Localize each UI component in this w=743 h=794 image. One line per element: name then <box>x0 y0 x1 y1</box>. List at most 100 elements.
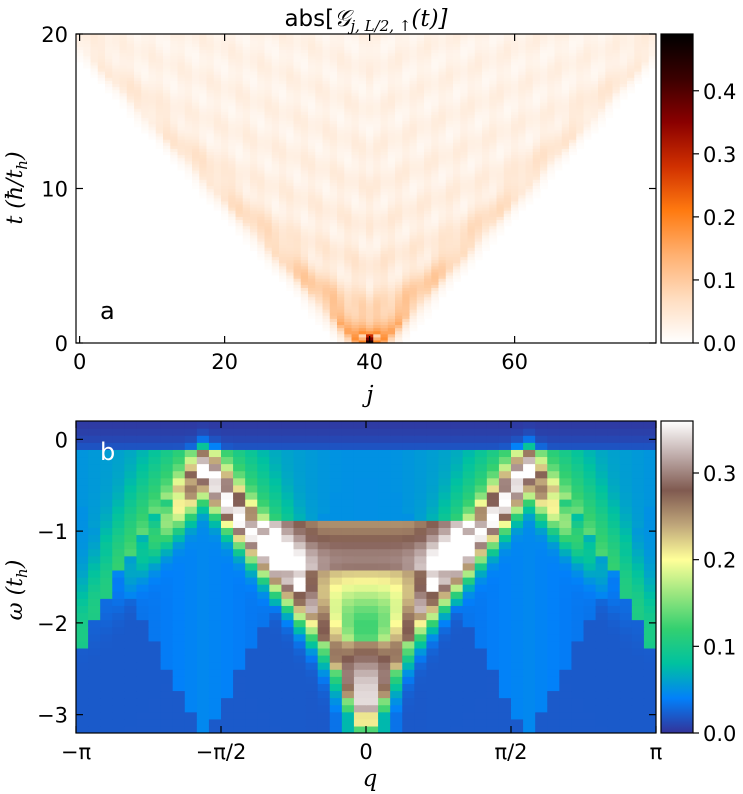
heatmap-a-cell <box>380 188 389 193</box>
heatmap-a-cell <box>344 265 353 270</box>
heatmap-a-cell <box>467 135 476 140</box>
heatmap-a-cell <box>337 64 345 69</box>
heatmap-a-cell <box>453 46 461 51</box>
heatmap-b-cell <box>414 704 428 713</box>
heatmap-a-cell <box>438 231 447 236</box>
heatmap-a-cell <box>322 108 331 112</box>
heatmap-a-cell <box>532 92 541 97</box>
heatmap-a-cell <box>525 64 534 69</box>
heatmap-a-cell <box>445 145 454 149</box>
heatmap-a-cell <box>402 123 411 128</box>
heatmap-a-cell <box>453 108 461 112</box>
heatmap-a-cell <box>199 98 208 103</box>
heatmap-a-cell <box>293 46 302 51</box>
heatmap-a-cell <box>264 74 273 78</box>
heatmap-a-cell <box>431 83 440 88</box>
heatmap-a-cell <box>460 71 469 75</box>
heatmap-a-cell <box>155 139 164 143</box>
heatmap-a-cell <box>445 228 454 233</box>
heatmap-a-cell <box>438 114 447 119</box>
heatmap-a-cell <box>300 262 309 267</box>
heatmap-a-cell <box>416 265 425 270</box>
heatmap-a-cell <box>257 52 266 57</box>
heatmap-a-cell <box>221 105 229 109</box>
heatmap-a-cell <box>438 101 447 106</box>
heatmap-a-cell <box>438 216 447 220</box>
heatmap-a-cell <box>467 185 476 190</box>
heatmap-a-cell <box>619 89 628 94</box>
heatmap-a-cell <box>329 336 338 341</box>
heatmap-a-cell <box>482 188 490 193</box>
heatmap-a-cell <box>366 253 374 258</box>
heatmap-a-cell <box>496 129 505 134</box>
heatmap-a-cell <box>453 225 461 230</box>
heatmap-a-cell <box>634 46 643 51</box>
heatmap-a-cell <box>467 166 476 171</box>
heatmap-a-cell <box>242 237 251 242</box>
heatmap-a-cell <box>380 228 389 233</box>
heatmap-a-cell <box>358 268 367 273</box>
heatmap-a-cell <box>366 182 374 187</box>
heatmap-a-cell <box>576 34 585 38</box>
heatmap-a-cell <box>445 194 454 199</box>
heatmap-a-cell <box>206 83 215 88</box>
heatmap-a-cell <box>445 132 454 137</box>
heatmap-a-cell <box>148 135 157 140</box>
heatmap-a-cell <box>373 327 382 332</box>
heatmap-a-cell <box>163 77 171 81</box>
heatmap-a-cell <box>438 250 447 254</box>
heatmap-a-cell <box>547 49 556 54</box>
heatmap-a-cell <box>641 43 650 47</box>
heatmap-a-cell <box>460 43 469 47</box>
heatmap-a-cell <box>402 321 411 326</box>
heatmap-a-cell <box>532 67 541 72</box>
heatmap-a-cell <box>221 61 229 66</box>
heatmap-a-cell <box>373 83 382 88</box>
heatmap-a-cell <box>547 64 556 69</box>
heatmap-a-cell <box>271 182 280 187</box>
heatmap-a-cell <box>561 67 570 72</box>
heatmap-a-cell <box>424 37 432 41</box>
heatmap-a-cell <box>242 173 251 177</box>
heatmap-a-cell <box>279 173 287 177</box>
heatmap-a-cell <box>351 299 360 304</box>
heatmap-a-cell <box>279 169 287 174</box>
heatmap-a-cell <box>496 123 505 128</box>
heatmap-a-cell <box>358 312 367 316</box>
heatmap-a-cell <box>126 37 135 41</box>
heatmap-a-cell <box>525 182 534 187</box>
heatmap-a-cell <box>583 80 592 85</box>
heatmap-b-cell <box>329 718 343 727</box>
heatmap-a-cell <box>438 188 447 193</box>
heatmap-a-cell <box>547 176 556 180</box>
heatmap-a-cell <box>518 74 527 78</box>
heatmap-a-cell <box>242 194 251 199</box>
heatmap-a-cell <box>373 114 382 119</box>
heatmap-a-cell <box>264 55 273 60</box>
heatmap-a-cell <box>271 142 280 146</box>
heatmap-a-cell <box>329 111 338 115</box>
heatmap-a-cell <box>213 101 222 106</box>
heatmap-a-cell <box>380 132 389 137</box>
heatmap-a-cell <box>293 216 302 220</box>
heatmap-a-cell <box>192 55 200 60</box>
heatmap-a-cell <box>358 182 367 187</box>
heatmap-a-cell <box>489 207 498 211</box>
heatmap-a-cell <box>351 132 360 137</box>
heatmap-a-cell <box>569 37 577 41</box>
heatmap-a-cell <box>358 40 367 44</box>
heatmap-a-cell <box>184 160 193 165</box>
heatmap-a-cell <box>554 148 563 153</box>
heatmap-a-cell <box>192 135 200 140</box>
heatmap-a-cell <box>337 197 345 202</box>
heatmap-a-cell <box>300 173 309 177</box>
heatmap-a-cell <box>438 287 447 292</box>
heatmap-a-cell <box>322 253 331 258</box>
heatmap-a-cell <box>97 40 106 44</box>
heatmap-a-cell <box>467 151 476 156</box>
heatmap-a-cell <box>395 132 403 137</box>
heatmap-a-cell <box>271 222 280 227</box>
heatmap-a-cell <box>148 111 157 115</box>
heatmap-a-cell <box>351 120 360 125</box>
heatmap-a-cell <box>206 49 215 54</box>
